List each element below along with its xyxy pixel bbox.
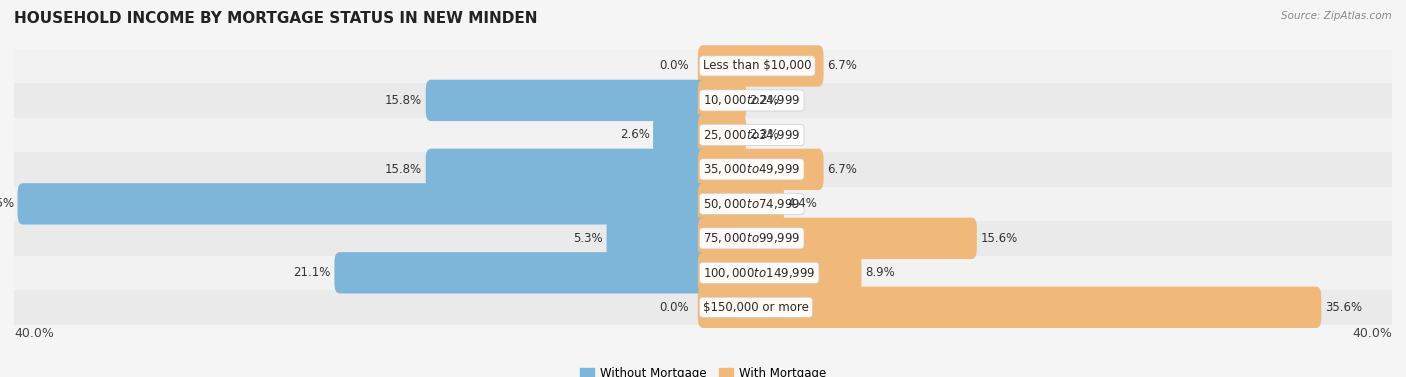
Text: $25,000 to $34,999: $25,000 to $34,999 xyxy=(703,128,800,142)
Text: 2.2%: 2.2% xyxy=(749,129,779,141)
Text: HOUSEHOLD INCOME BY MORTGAGE STATUS IN NEW MINDEN: HOUSEHOLD INCOME BY MORTGAGE STATUS IN N… xyxy=(14,11,537,26)
Text: 35.6%: 35.6% xyxy=(1324,301,1362,314)
Text: 15.6%: 15.6% xyxy=(980,232,1018,245)
Text: 2.2%: 2.2% xyxy=(749,94,779,107)
Text: 6.7%: 6.7% xyxy=(827,163,856,176)
Text: 40.0%: 40.0% xyxy=(1353,327,1392,340)
FancyBboxPatch shape xyxy=(697,80,747,121)
FancyBboxPatch shape xyxy=(652,114,709,156)
FancyBboxPatch shape xyxy=(697,218,977,259)
FancyBboxPatch shape xyxy=(697,149,824,190)
FancyBboxPatch shape xyxy=(6,290,1400,325)
Text: 39.5%: 39.5% xyxy=(0,197,14,210)
Text: $150,000 or more: $150,000 or more xyxy=(703,301,808,314)
Text: 40.0%: 40.0% xyxy=(14,327,53,340)
Text: 4.4%: 4.4% xyxy=(787,197,817,210)
FancyBboxPatch shape xyxy=(697,287,1322,328)
FancyBboxPatch shape xyxy=(697,252,862,294)
Text: 6.7%: 6.7% xyxy=(827,60,856,72)
Text: $75,000 to $99,999: $75,000 to $99,999 xyxy=(703,231,800,245)
FancyBboxPatch shape xyxy=(17,183,709,225)
Text: 15.8%: 15.8% xyxy=(385,94,422,107)
Text: Less than $10,000: Less than $10,000 xyxy=(703,60,811,72)
Text: 5.3%: 5.3% xyxy=(574,232,603,245)
Text: 2.6%: 2.6% xyxy=(620,129,650,141)
FancyBboxPatch shape xyxy=(606,218,709,259)
FancyBboxPatch shape xyxy=(426,149,709,190)
FancyBboxPatch shape xyxy=(6,256,1400,290)
Text: 0.0%: 0.0% xyxy=(659,60,689,72)
FancyBboxPatch shape xyxy=(6,118,1400,152)
FancyBboxPatch shape xyxy=(697,183,785,225)
Text: $10,000 to $24,999: $10,000 to $24,999 xyxy=(703,93,800,107)
Text: 0.0%: 0.0% xyxy=(659,301,689,314)
FancyBboxPatch shape xyxy=(697,45,824,87)
FancyBboxPatch shape xyxy=(6,49,1400,83)
Text: 8.9%: 8.9% xyxy=(865,266,894,279)
FancyBboxPatch shape xyxy=(6,221,1400,256)
Legend: Without Mortgage, With Mortgage: Without Mortgage, With Mortgage xyxy=(575,362,831,377)
FancyBboxPatch shape xyxy=(426,80,709,121)
FancyBboxPatch shape xyxy=(6,152,1400,187)
Text: 21.1%: 21.1% xyxy=(294,266,330,279)
FancyBboxPatch shape xyxy=(6,83,1400,118)
Text: 15.8%: 15.8% xyxy=(385,163,422,176)
Text: $35,000 to $49,999: $35,000 to $49,999 xyxy=(703,162,800,176)
Text: Source: ZipAtlas.com: Source: ZipAtlas.com xyxy=(1281,11,1392,21)
FancyBboxPatch shape xyxy=(335,252,709,294)
Text: $50,000 to $74,999: $50,000 to $74,999 xyxy=(703,197,800,211)
Text: $100,000 to $149,999: $100,000 to $149,999 xyxy=(703,266,815,280)
FancyBboxPatch shape xyxy=(6,187,1400,221)
FancyBboxPatch shape xyxy=(697,114,747,156)
